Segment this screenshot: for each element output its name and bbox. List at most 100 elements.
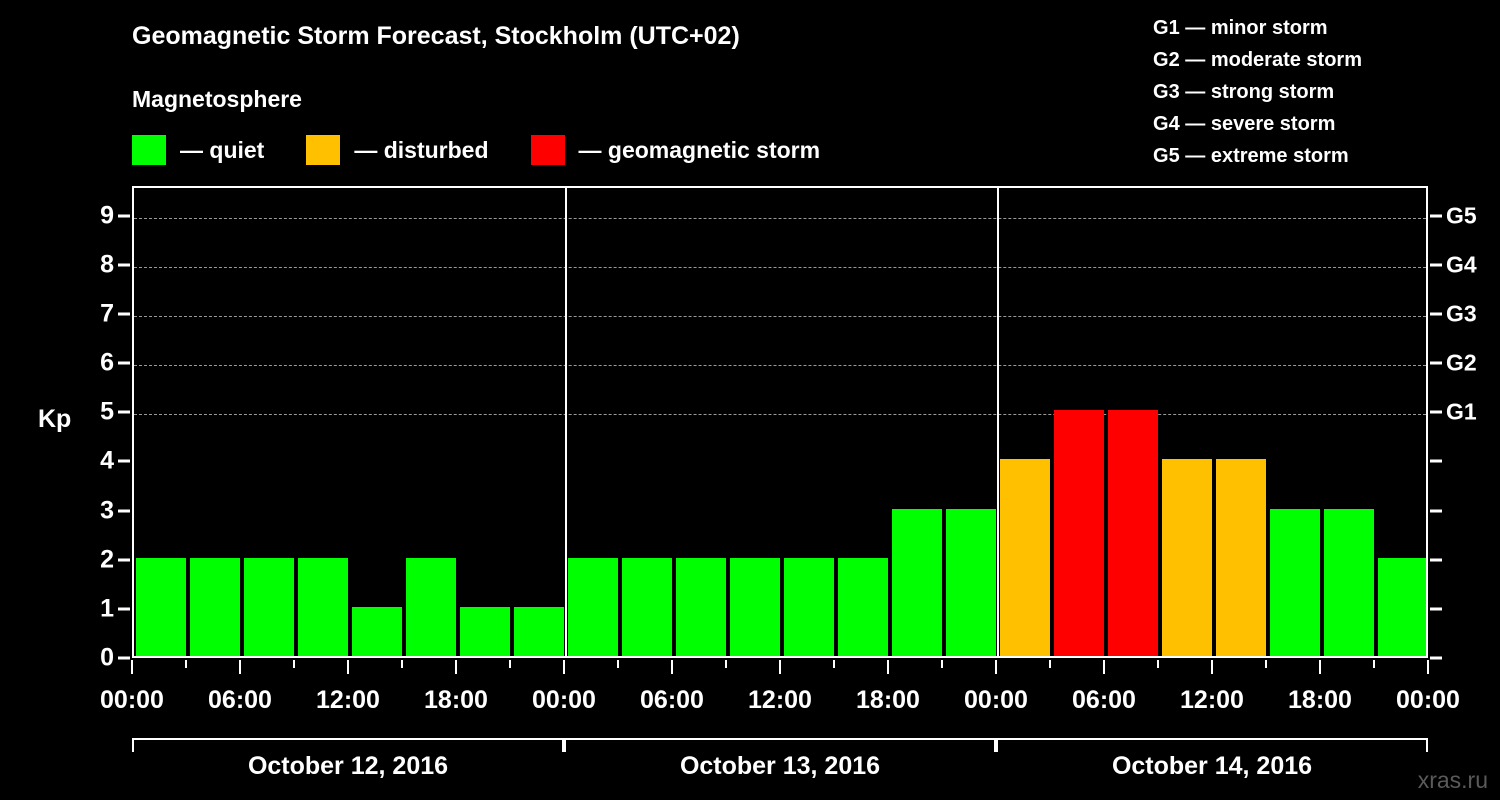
bar (568, 557, 618, 656)
g-legend-row-4: G4 — severe storm (1153, 113, 1336, 135)
y-tick-label-6: 6 (100, 348, 114, 377)
x-tick-minor-h9 (293, 660, 295, 668)
x-tick-minor-h63 (1265, 660, 1267, 668)
x-tick-label-h24: 00:00 (532, 686, 596, 714)
x-tick-minor-h51 (1049, 660, 1051, 668)
subtitle-magnetosphere: Magnetosphere (132, 86, 302, 112)
x-tick-major-h54 (1103, 660, 1105, 674)
x-tick-minor-h69 (1373, 660, 1375, 668)
bar (1000, 459, 1050, 656)
bar (784, 557, 834, 656)
x-tick-major-h0 (131, 660, 133, 674)
x-tick-minor-h45 (941, 660, 943, 668)
plot-area (132, 186, 1428, 658)
bar (1270, 508, 1320, 656)
x-tick-major-h42 (887, 660, 889, 674)
y-tick-mark-7 (118, 312, 130, 316)
color-legend: — quiet — disturbed — geomagnetic storm (132, 134, 862, 166)
g-tick-mark-G2 (1430, 361, 1442, 365)
bar (406, 557, 456, 656)
x-tick-major-h72 (1427, 660, 1429, 674)
g-legend-row-1: G1 — minor storm (1153, 17, 1328, 39)
gridline-kp-8 (134, 266, 1426, 268)
gridline-kp-7 (134, 315, 1426, 317)
g-tick-label-G3: G3 (1446, 300, 1477, 327)
y-tick-label-1: 1 (100, 594, 114, 623)
date-label-2: October 13, 2016 (679, 752, 881, 780)
legend-label-disturbed: — disturbed (354, 136, 489, 163)
gridline-kp-5 (134, 414, 1426, 416)
x-tick-major-h18 (455, 660, 457, 674)
y-tick-label-7: 7 (100, 299, 114, 328)
x-tick-major-h30 (671, 660, 673, 674)
x-tick-major-h60 (1211, 660, 1213, 674)
bar (352, 606, 402, 656)
right-tick-mark-kp-2 (1430, 558, 1442, 562)
g-tick-mark-G1 (1430, 410, 1442, 414)
y-tick-label-8: 8 (100, 250, 114, 279)
date-bracket-2 (564, 738, 996, 752)
bar (460, 606, 510, 656)
y-tick-mark-4 (118, 459, 130, 463)
x-tick-minor-h27 (617, 660, 619, 668)
g-legend-row-2: G2 — moderate storm (1153, 49, 1362, 71)
bar (1054, 410, 1104, 656)
y-tick-label-5: 5 (100, 397, 114, 426)
g-legend-row-3: G3 — strong storm (1153, 81, 1335, 103)
y-axis-title: Kp (38, 405, 72, 433)
bar (676, 557, 726, 656)
x-tick-minor-h33 (725, 660, 727, 668)
legend-entry-storm: — geomagnetic storm (530, 135, 821, 165)
g-tick-label-G1: G1 (1446, 398, 1477, 425)
legend-label-quiet: — quiet (180, 136, 265, 163)
day-divider-1 (565, 188, 567, 656)
g-legend-row-5: G5 — extreme storm (1153, 145, 1349, 167)
g-tick-mark-G3 (1430, 312, 1442, 316)
x-tick-label-h18: 18:00 (424, 686, 488, 714)
x-tick-label-h60: 12:00 (1180, 686, 1244, 714)
bar (190, 557, 240, 656)
y-tick-mark-1 (118, 607, 130, 611)
bar (298, 557, 348, 656)
legend-label-storm: — geomagnetic storm (578, 136, 821, 163)
bar (1324, 508, 1374, 656)
x-tick-label-h0: 00:00 (100, 686, 164, 714)
bar (1378, 557, 1426, 656)
x-tick-label-h12: 12:00 (316, 686, 380, 714)
legend-swatch-storm (530, 135, 565, 165)
watermark: xras.ru (1417, 767, 1488, 793)
y-tick-label-3: 3 (100, 496, 114, 524)
gridline-kp-9 (134, 217, 1426, 219)
x-tick-minor-h39 (833, 660, 835, 668)
day-divider-2 (997, 188, 999, 656)
y-tick-label-4: 4 (100, 446, 114, 475)
y-tick-label-2: 2 (100, 545, 114, 574)
y-tick-label-9: 9 (100, 201, 114, 229)
date-bracket-3 (996, 738, 1428, 752)
legend-swatch-quiet (132, 135, 166, 165)
g-scale-legend: G1 — minor storm G2 — moderate storm G3 — … (1153, 12, 1362, 172)
x-tick-label-h66: 18:00 (1288, 686, 1352, 714)
x-tick-major-h12 (347, 660, 349, 674)
y-tick-mark-9 (118, 214, 130, 217)
right-tick-mark-kp-3 (1430, 509, 1442, 512)
legend-entry-disturbed: — disturbed (306, 135, 489, 165)
date-bracket-1 (132, 738, 564, 752)
bar (730, 557, 780, 656)
x-tick-minor-h3 (185, 660, 187, 668)
bar (244, 557, 294, 656)
bar (1216, 459, 1266, 656)
bar (946, 508, 996, 656)
bar (838, 557, 888, 656)
bar (622, 557, 672, 656)
g-tick-label-G2: G2 (1446, 349, 1477, 376)
x-tick-label-h30: 06:00 (640, 686, 704, 714)
x-tick-label-h48: 00:00 (964, 686, 1028, 714)
x-tick-major-h6 (239, 660, 241, 674)
x-tick-minor-h21 (509, 660, 511, 668)
bar (1162, 459, 1212, 656)
y-tick-mark-5 (118, 410, 130, 414)
gridline-kp-6 (134, 365, 1426, 366)
legend-entry-quiet: — quiet (132, 135, 264, 165)
x-tick-label-h72: 00:00 (1396, 686, 1460, 714)
